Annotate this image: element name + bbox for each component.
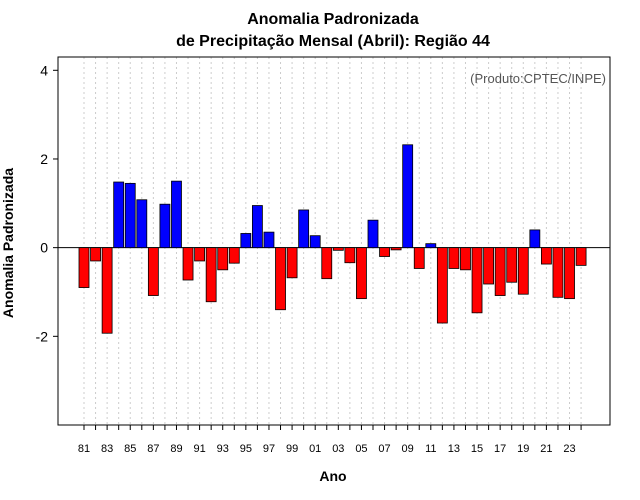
vertical-grid — [83, 57, 582, 425]
x-tick-label-05: 05 — [355, 443, 367, 455]
bar-06 — [367, 219, 379, 249]
x-tick-label-85: 85 — [124, 443, 136, 455]
x-tick-label-07: 07 — [378, 443, 390, 455]
y-tick-label-4: 4 — [40, 62, 48, 78]
bar-83 — [101, 247, 113, 334]
bar-24 — [575, 247, 587, 266]
x-axis-label: Ano — [319, 468, 346, 484]
y-tick-label-2: 2 — [40, 151, 48, 167]
x-axis: 81 83 85 87 89 91 93 95 97 99 01 03 05 07 09 11 13 15 17 19… — [78, 425, 582, 455]
bar-12 — [436, 247, 448, 324]
y-tick-label--2: -2 — [36, 328, 49, 344]
bar-22 — [552, 247, 564, 298]
x-tick-label-95: 95 — [240, 443, 252, 455]
bar-04 — [344, 247, 356, 264]
bar-82 — [90, 247, 101, 262]
bar-11 — [425, 243, 437, 249]
x-tick-label-19: 19 — [517, 443, 529, 455]
bar-96 — [251, 205, 263, 249]
x-tick-label-99: 99 — [286, 443, 298, 455]
bar-84 — [113, 181, 125, 249]
x-tick-label-91: 91 — [193, 443, 205, 455]
bar-08 — [390, 247, 402, 251]
bar-09 — [402, 144, 414, 249]
bar-98 — [275, 247, 286, 311]
bar-18 — [506, 247, 518, 283]
bar-16 — [483, 247, 495, 285]
bar-95 — [240, 233, 252, 249]
bar-00 — [298, 209, 310, 249]
bar-99 — [286, 247, 298, 279]
bar-92 — [205, 247, 217, 303]
chart-title-line1: Anomalia Padronizada — [247, 11, 419, 28]
bar-07 — [379, 247, 390, 257]
bar-90 — [182, 247, 194, 281]
x-tick-label-15: 15 — [471, 443, 483, 455]
bars-group — [78, 144, 587, 334]
x-tick-label-81: 81 — [78, 443, 90, 455]
bar-93 — [217, 247, 229, 271]
bar-88 — [159, 203, 171, 249]
bar-02 — [321, 247, 333, 280]
bar-23 — [564, 247, 575, 300]
x-tick-label-97: 97 — [263, 443, 275, 455]
y-axis: -2 0 2 4 — [36, 62, 58, 344]
chart-title-line2: de Precipitação Mensal (Abril): Região 4… — [176, 33, 490, 50]
bar-14 — [460, 247, 471, 271]
x-tick-label-11: 11 — [425, 443, 436, 455]
x-tick-label-23: 23 — [563, 443, 575, 455]
y-axis-label: Anomalia Padronizada — [0, 168, 16, 318]
bar-17 — [494, 247, 506, 296]
plot-frame — [57, 56, 611, 426]
bar-85 — [124, 182, 136, 249]
x-tick-label-03: 03 — [332, 443, 344, 455]
bar-21 — [541, 247, 552, 265]
y-tick-label-0: 0 — [40, 240, 48, 256]
bar-89 — [171, 180, 182, 249]
bar-13 — [448, 247, 460, 269]
x-tick-label-83: 83 — [101, 443, 113, 455]
bar-91 — [194, 247, 206, 262]
x-tick-label-89: 89 — [170, 443, 182, 455]
x-tick-label-01: 01 — [309, 443, 321, 455]
bar-03 — [332, 247, 344, 251]
bar-81 — [78, 247, 90, 288]
x-tick-label-21: 21 — [540, 443, 552, 455]
bar-01 — [309, 235, 321, 249]
bar-15 — [471, 247, 483, 314]
x-tick-label-17: 17 — [494, 443, 506, 455]
bar-20 — [529, 229, 541, 249]
bar-87 — [147, 247, 159, 296]
bar-86 — [136, 199, 148, 249]
bar-10 — [413, 247, 425, 269]
x-tick-label-09: 09 — [402, 443, 414, 455]
x-tick-label-93: 93 — [217, 443, 229, 455]
bar-97 — [263, 231, 275, 249]
product-credit: (Produto:CPTEC/INPE) — [470, 71, 606, 86]
x-tick-label-13: 13 — [448, 443, 460, 455]
bar-19 — [517, 247, 529, 295]
bar-05 — [356, 247, 367, 300]
bar-94 — [228, 247, 240, 264]
x-tick-label-87: 87 — [147, 443, 159, 455]
